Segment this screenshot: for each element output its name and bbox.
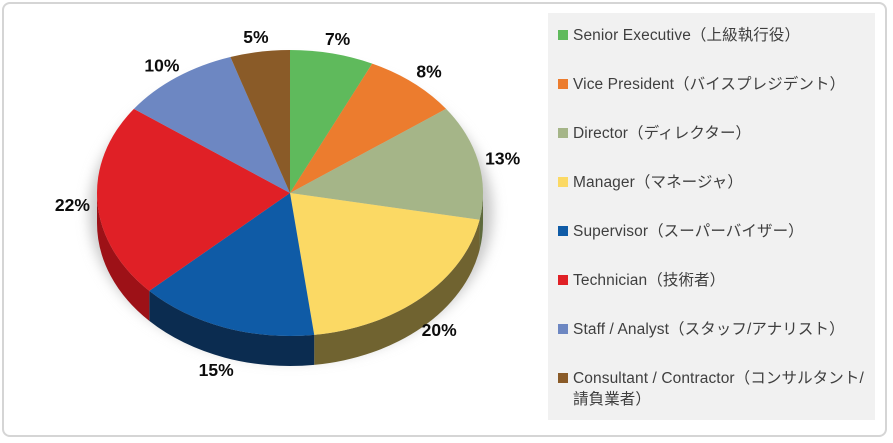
pie-chart: 7% 8% 13% 20% 15% 22% 10% 5%: [55, 27, 521, 380]
chart-legend: Senior Executive（上級執行役） Vice President（バイ…: [548, 13, 875, 420]
legend-item-label: Staff / Analyst（スタッフ/アナリスト）: [573, 321, 845, 338]
legend-item-senior-executive: Senior Executive（上級執行役）: [558, 25, 867, 46]
legend-color-swatch-director: [558, 128, 568, 138]
pie-slice-vice-president: [290, 63, 447, 193]
legend-color-swatch-supervisor: [558, 226, 568, 236]
pie-slice-supervisor: [149, 193, 315, 337]
pie-side-group: [96, 193, 484, 367]
pie-slice-technician: [96, 108, 290, 291]
legend-color-swatch-vice-president: [558, 79, 568, 89]
pie-label-group: 7% 8% 13% 20% 15% 22% 10% 5%: [55, 27, 521, 380]
data-label-senior-executive: 7%: [325, 29, 351, 49]
legend-item-label: Technician（技術者）: [573, 272, 726, 289]
data-label-manager: 20%: [422, 320, 457, 340]
legend-item-technician: Technician（技術者）: [558, 270, 867, 291]
data-label-technician: 22%: [55, 195, 90, 215]
legend-item-label: Senior Executive（上級執行役）: [573, 27, 801, 44]
legend-item-label: Vice President（バイスプレジデント）: [573, 76, 846, 93]
data-label-director: 13%: [485, 149, 520, 169]
pie-slice-side-director: [479, 193, 484, 250]
pie-slice-side-manager: [314, 219, 480, 365]
legend-color-swatch-consultant-contractor: [558, 373, 568, 383]
legend-item-director: Director（ディレクター）: [558, 123, 867, 144]
legend-color-swatch-technician: [558, 275, 568, 285]
data-label-supervisor: 15%: [199, 360, 234, 380]
legend-item-label: Director（ディレクター）: [573, 125, 752, 142]
legend-color-swatch-senior-executive: [558, 30, 568, 40]
data-label-staff-analyst: 10%: [144, 55, 179, 75]
legend-item-label: Supervisor（スーパーバイザー）: [573, 223, 804, 240]
legend-item-label: Manager（マネージャ）: [573, 174, 743, 191]
pie-slice-manager: [290, 193, 480, 335]
pie-slice-group: [96, 49, 484, 337]
legend-item-manager: Manager（マネージャ）: [558, 172, 867, 193]
pie-slice-side-supervisor: [149, 290, 315, 367]
pie-slice-director: [290, 108, 484, 220]
legend-color-swatch-staff-analyst: [558, 324, 568, 334]
legend-color-swatch-manager: [558, 177, 568, 187]
legend-item-supervisor: Supervisor（スーパーバイザー）: [558, 221, 867, 242]
pie-slice-consultant-contractor: [230, 50, 290, 193]
legend-item-vice-president: Vice President（バイスプレジデント）: [558, 74, 867, 95]
pie-slice-side-technician: [96, 193, 150, 321]
pie-slice-staff-analyst: [133, 57, 290, 193]
data-label-vice-president: 8%: [416, 61, 442, 81]
legend-item-label: Consultant / Contractor（コンサルタント/請負業者）: [573, 370, 864, 408]
legend-item-staff-analyst: Staff / Analyst（スタッフ/アナリスト）: [558, 319, 867, 340]
data-label-consultant-contractor: 5%: [243, 27, 269, 47]
pie-slice-senior-executive: [290, 49, 373, 193]
legend-item-consultant-contractor: Consultant / Contractor（コンサルタント/請負業者）: [558, 368, 867, 410]
